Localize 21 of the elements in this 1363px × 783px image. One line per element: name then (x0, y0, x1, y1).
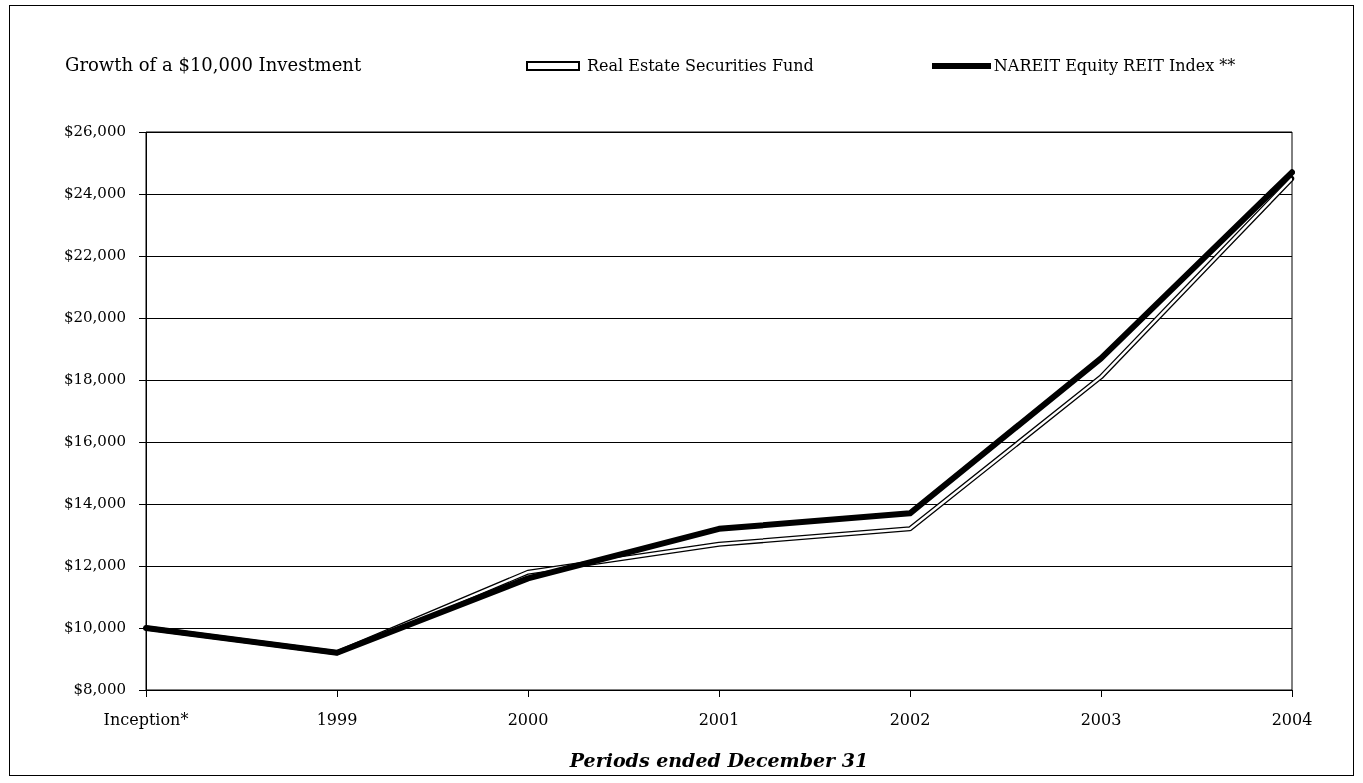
x-tick-label: 2002 (889, 709, 931, 729)
y-tick-label: $10,000 (63, 617, 126, 636)
y-tick-label: $16,000 (63, 431, 126, 450)
x-tick-label: Inception* (103, 709, 189, 729)
y-tick-label: $8,000 (73, 679, 126, 698)
x-tick-label: 2001 (698, 709, 740, 729)
y-tick-label: $22,000 (63, 245, 126, 264)
legend-label: Real Estate Securities Fund (587, 55, 814, 77)
legend-label: NAREIT Equity REIT Index ** (993, 55, 1236, 77)
y-tick-label: $26,000 (63, 121, 126, 140)
x-axis-title: Periods ended December 31 (568, 748, 869, 771)
chart-title: Growth of a $10,000 Investment (65, 53, 362, 77)
x-tick-label: 2004 (1271, 709, 1313, 729)
y-tick-label: $20,000 (63, 307, 126, 326)
x-tick-label: 1999 (316, 709, 358, 729)
y-tick-label: $18,000 (63, 369, 126, 388)
y-tick-label: $24,000 (63, 183, 126, 202)
y-tick-label: $12,000 (63, 555, 126, 574)
x-tick-label: 2000 (507, 709, 549, 729)
x-tick-label: 2003 (1080, 709, 1122, 729)
y-tick-label: $14,000 (63, 493, 126, 512)
